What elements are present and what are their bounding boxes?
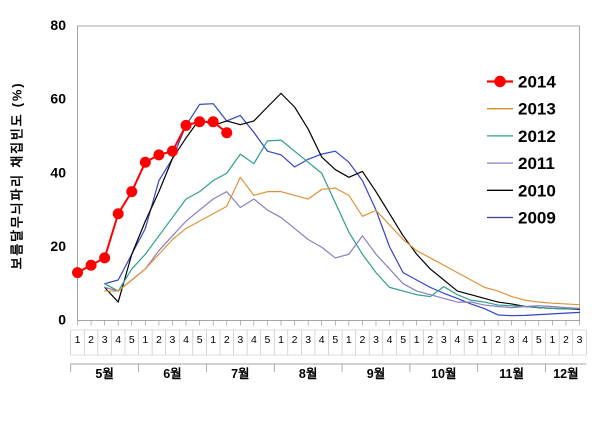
svg-text:2009: 2009 [518, 209, 556, 228]
svg-text:2: 2 [224, 334, 230, 346]
svg-text:20: 20 [50, 238, 66, 254]
svg-text:4: 4 [454, 334, 460, 346]
svg-text:9월: 9월 [367, 366, 385, 381]
svg-text:2: 2 [88, 334, 94, 346]
svg-text:4: 4 [115, 334, 121, 346]
svg-text:6월: 6월 [163, 366, 181, 381]
svg-text:2: 2 [292, 334, 298, 346]
svg-text:5: 5 [468, 334, 474, 346]
svg-text:1: 1 [414, 334, 420, 346]
svg-text:3: 3 [237, 334, 243, 346]
svg-text:3: 3 [102, 334, 108, 346]
svg-text:3: 3 [509, 334, 515, 346]
svg-text:4: 4 [183, 334, 189, 346]
svg-text:2: 2 [495, 334, 501, 346]
svg-text:1: 1 [75, 334, 81, 346]
svg-text:5: 5 [332, 334, 338, 346]
svg-text:5: 5 [400, 334, 406, 346]
svg-text:5: 5 [129, 334, 135, 346]
svg-text:80: 80 [50, 17, 66, 33]
svg-text:4: 4 [522, 334, 528, 346]
svg-text:4: 4 [251, 334, 257, 346]
svg-text:4: 4 [387, 334, 393, 346]
svg-text:1: 1 [346, 334, 352, 346]
svg-text:5: 5 [197, 334, 203, 346]
svg-text:0: 0 [58, 312, 66, 328]
svg-text:1: 1 [210, 334, 216, 346]
svg-text:10월: 10월 [431, 366, 456, 381]
svg-text:2013: 2013 [518, 100, 556, 119]
svg-text:3: 3 [441, 334, 447, 346]
svg-text:4: 4 [319, 334, 325, 346]
svg-text:40: 40 [50, 164, 66, 180]
svg-text:5: 5 [536, 334, 542, 346]
svg-text:5: 5 [265, 334, 271, 346]
svg-text:1: 1 [142, 334, 148, 346]
svg-text:2: 2 [427, 334, 433, 346]
svg-text:2011: 2011 [518, 154, 555, 173]
svg-text:11월: 11월 [499, 366, 524, 381]
svg-text:1: 1 [482, 334, 488, 346]
svg-text:12월: 12월 [553, 366, 578, 381]
svg-text:7월: 7월 [231, 366, 249, 381]
svg-text:3: 3 [305, 334, 311, 346]
svg-text:5월: 5월 [95, 366, 113, 381]
svg-text:3: 3 [170, 334, 176, 346]
svg-text:2010: 2010 [518, 181, 556, 200]
svg-text:3: 3 [373, 334, 379, 346]
svg-text:60: 60 [50, 91, 66, 107]
svg-text:1: 1 [278, 334, 284, 346]
svg-text:1: 1 [549, 334, 555, 346]
svg-text:2: 2 [359, 334, 365, 346]
svg-text:2: 2 [156, 334, 162, 346]
svg-text:2014: 2014 [518, 73, 556, 92]
svg-text:8월: 8월 [299, 366, 317, 381]
svg-text:3: 3 [577, 334, 583, 346]
svg-text:2012: 2012 [518, 127, 556, 146]
svg-text:2: 2 [563, 334, 569, 346]
